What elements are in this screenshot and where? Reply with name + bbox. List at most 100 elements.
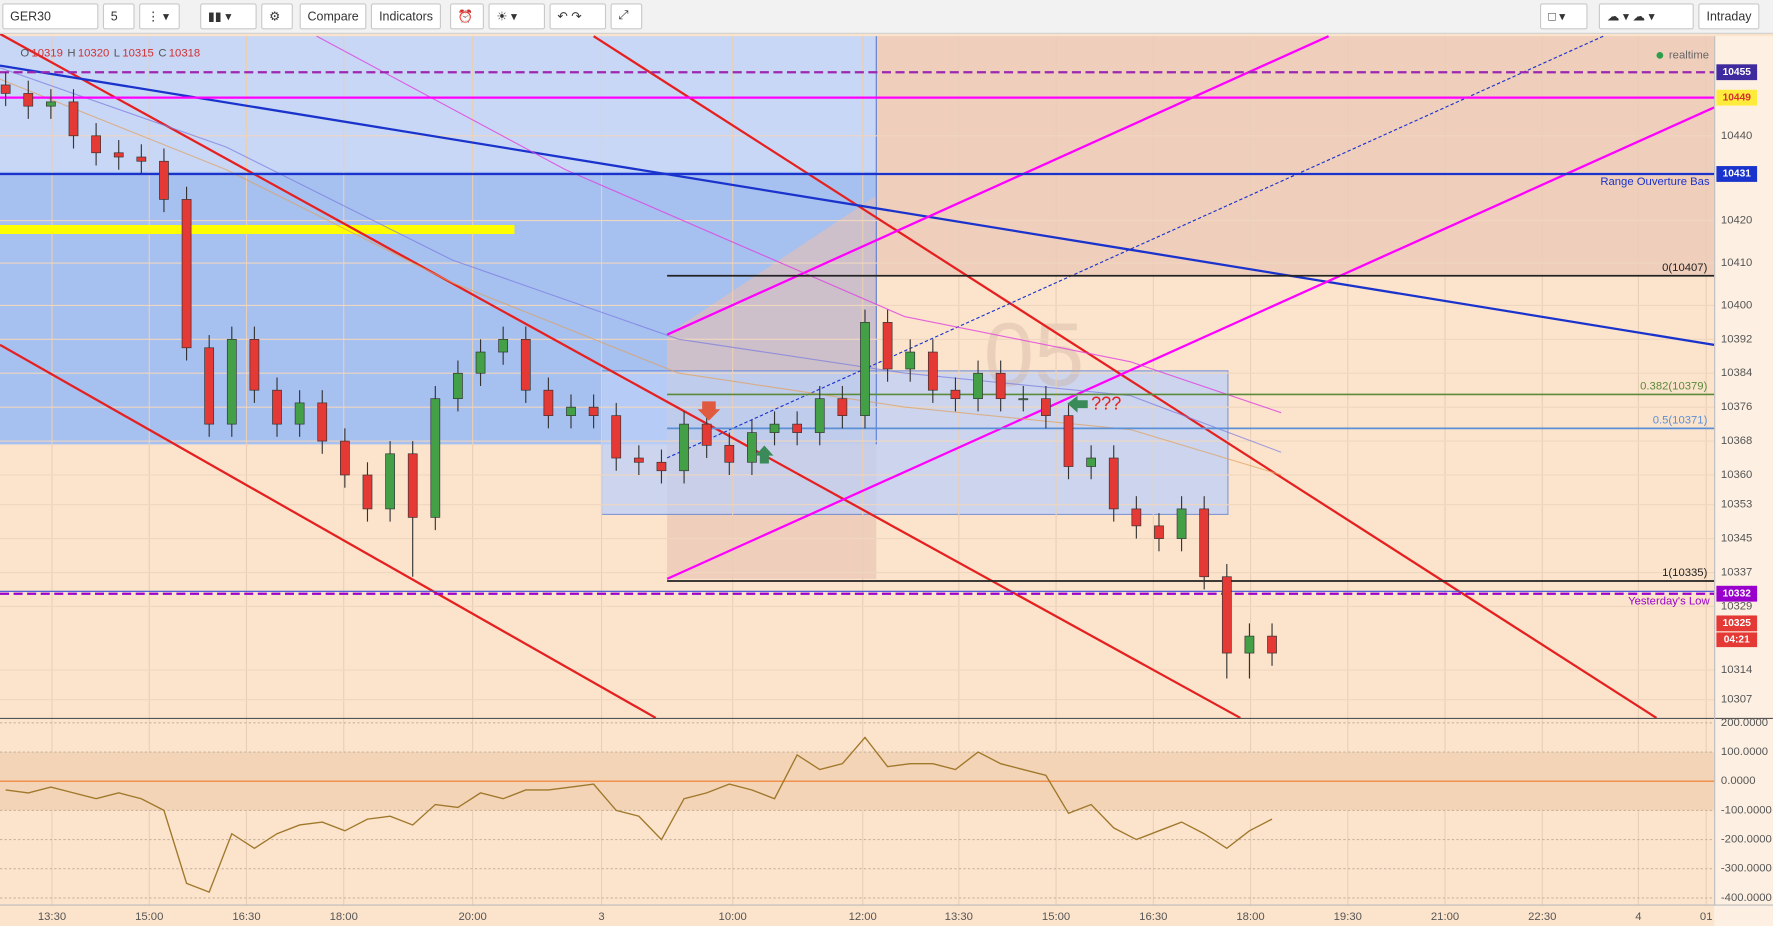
settings-button[interactable]: ⚙ <box>261 3 293 30</box>
candle-body <box>362 474 373 510</box>
candle-body <box>0 84 11 94</box>
y-tick-label: 0.0000 <box>1721 775 1756 787</box>
candle-body <box>792 423 803 433</box>
y-tick-label: 10307 <box>1721 694 1752 706</box>
x-tick-label: 18:00 <box>1236 911 1264 923</box>
fib-label: 0.382(10379) <box>1640 381 1707 393</box>
x-tick-label: 15:00 <box>135 911 163 923</box>
y-tick-label: 10400 <box>1721 299 1752 311</box>
trend-line <box>0 343 657 719</box>
candle-body <box>226 338 237 425</box>
ohlc-key: L <box>113 47 121 60</box>
axes: 13:30 15:00 16:30 18:00 20:00 3 10:00 12:00 13:3… <box>38 64 1772 923</box>
candle-body <box>1199 508 1210 578</box>
levels: Range Ouverture Bas Yesterday's Low 0(1040… <box>0 71 1715 608</box>
candle-body <box>837 398 848 416</box>
y-tick-label: 10384 <box>1721 367 1752 379</box>
cloud-button[interactable]: ☁ ▾ ☁ ▾ <box>1599 3 1695 30</box>
price-tag-label: 10431 <box>1723 169 1752 180</box>
x-tick-label: 15:00 <box>1042 911 1070 923</box>
x-tick-label: 22:30 <box>1528 911 1556 923</box>
x-tick-label: 13:30 <box>945 911 973 923</box>
y-tick-label: -300.0000 <box>1721 863 1772 875</box>
candle-body <box>181 199 192 349</box>
candle-body <box>611 415 622 459</box>
candle-body <box>1267 635 1277 654</box>
indicators-button[interactable]: Indicators <box>371 3 441 30</box>
ohlc-value: 10319 <box>31 47 63 60</box>
price-tag <box>1716 64 1758 81</box>
fullscreen-button[interactable]: ⤢ <box>610 3 643 30</box>
y-tick-label: 10360 <box>1721 469 1752 481</box>
candle-body <box>927 351 938 391</box>
candle-body <box>46 101 56 107</box>
y-tick-label: 10420 <box>1721 215 1752 227</box>
x-tick-label: 18:00 <box>330 911 358 923</box>
candle-body <box>317 402 328 442</box>
fib-label: 0(10407) <box>1662 262 1707 274</box>
x-tick-label: 13:30 <box>38 911 66 923</box>
level-label: Range Ouverture Bas <box>1600 176 1710 188</box>
candle-body <box>453 372 463 400</box>
candle-body <box>588 406 599 416</box>
chart-type-button[interactable]: ▮▮ ▾ <box>200 3 257 30</box>
drawing-button[interactable]: □ ▾ <box>1540 3 1588 30</box>
countdown-label: 04:21 <box>1724 634 1750 645</box>
alert-button[interactable]: ⏰ <box>449 3 484 30</box>
price-tag-label: 10332 <box>1723 588 1752 599</box>
ohlc-key: H <box>67 47 76 60</box>
sell-arrow <box>697 401 721 421</box>
moving-average <box>0 78 1282 476</box>
candle-body <box>249 338 260 391</box>
symbol-input[interactable]: GER30 <box>2 3 99 30</box>
interval-input[interactable]: 5 <box>102 3 135 30</box>
candle-body <box>1244 635 1255 654</box>
oscillator <box>0 722 1715 899</box>
channel-line <box>666 35 1330 336</box>
undo-redo-button[interactable]: ↶ ↷ <box>549 3 607 30</box>
candle-body <box>1108 457 1119 510</box>
y-tick-label: -100.0000 <box>1721 804 1772 816</box>
ohlc-value: 10318 <box>168 47 201 60</box>
y-tick-label: 200.0000 <box>1721 717 1768 729</box>
candle-body <box>769 423 780 433</box>
ohlc-header: O 10319 H 10320 L 10315 C 10318 <box>20 47 204 59</box>
candle-body <box>1154 525 1164 539</box>
menu-button[interactable]: ⋮ ▾ <box>139 3 180 30</box>
y-tick-label: 10345 <box>1721 533 1752 545</box>
range-button[interactable]: Intraday <box>1698 3 1760 30</box>
candle-body <box>498 338 509 353</box>
x-tick-label: 3 <box>598 911 604 923</box>
candle-body <box>204 347 215 425</box>
idea-button[interactable]: ☀ ▾ <box>488 3 545 30</box>
ohlc-key: O <box>20 47 30 60</box>
candle-body <box>430 398 441 518</box>
candle-body <box>1131 508 1142 527</box>
x-tick-label: 01 <box>1700 911 1713 923</box>
last-price-label: 10325 <box>1723 618 1752 629</box>
candle-body <box>68 101 79 137</box>
price-tag <box>1716 585 1758 602</box>
channel-line <box>666 35 1604 459</box>
price-tag-label: 10449 <box>1723 92 1752 103</box>
candle-body <box>633 457 644 463</box>
moving-average <box>0 67 1282 453</box>
signal-arrow <box>1067 395 1088 413</box>
y-tick-label: 10440 <box>1721 130 1752 142</box>
compare-button[interactable]: Compare <box>299 3 367 30</box>
candle-body <box>701 423 712 446</box>
candle-body <box>1221 576 1232 654</box>
realtime-label: realtime <box>1669 49 1709 61</box>
last-price-tag <box>1716 615 1758 632</box>
annotation: ??? <box>1091 394 1121 414</box>
candle-body <box>1018 398 1029 401</box>
buy-arrow <box>755 445 774 464</box>
y-tick-label: 100.0000 <box>1721 746 1768 758</box>
y-tick-label: 10329 <box>1721 600 1752 612</box>
candle-body <box>136 156 147 162</box>
candle-body <box>159 160 169 200</box>
candle-body <box>475 351 486 374</box>
